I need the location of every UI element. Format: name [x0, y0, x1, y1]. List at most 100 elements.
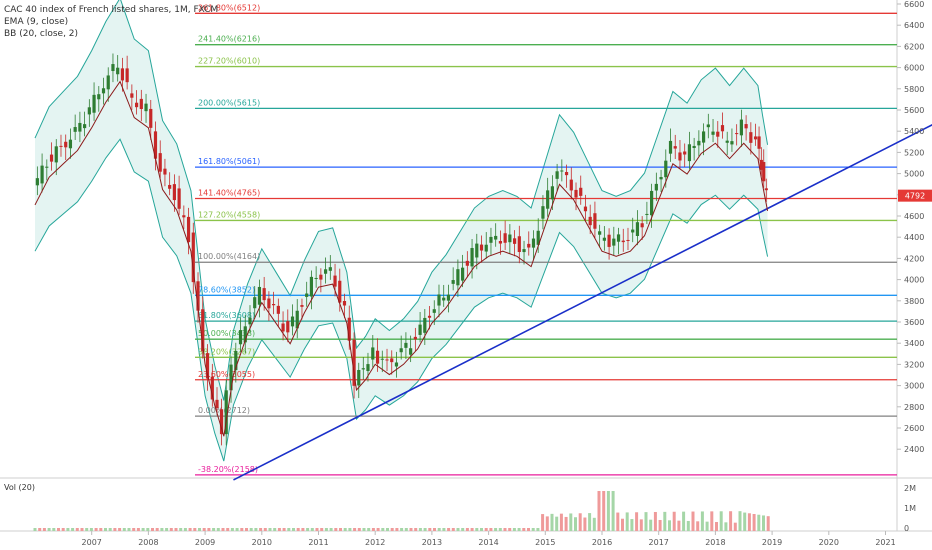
- volume-bar: [677, 520, 681, 531]
- candle-body: [229, 364, 233, 391]
- candle-body: [305, 293, 309, 297]
- volume-bar: [555, 516, 559, 531]
- volume-bar: [221, 528, 225, 531]
- candle-body: [645, 213, 649, 215]
- volume-bar: [743, 512, 747, 531]
- volume-bar: [719, 511, 723, 531]
- volume-tick-label: 0: [904, 524, 909, 533]
- volume-bar: [386, 528, 389, 531]
- volume-bar: [38, 528, 42, 531]
- volume-bar: [663, 511, 667, 531]
- volume-bar: [696, 521, 700, 531]
- candle-body: [432, 309, 436, 313]
- x-tick-label: 2007: [82, 538, 102, 547]
- candle-body: [111, 64, 115, 72]
- volume-bar: [583, 517, 587, 531]
- volume-bar: [306, 528, 310, 531]
- candle-body: [45, 166, 49, 168]
- candle-body: [380, 358, 384, 360]
- candle-body: [210, 376, 214, 400]
- volume-bar: [672, 511, 676, 531]
- y-tick-label: 3600: [904, 318, 924, 327]
- volume-bar: [216, 528, 220, 531]
- volume-bar: [400, 528, 404, 531]
- candle-body: [697, 140, 701, 146]
- volume-bar: [89, 528, 93, 531]
- volume-bar: [141, 528, 145, 531]
- volume-bar: [635, 512, 639, 531]
- candle-body: [361, 368, 365, 370]
- volume-bar: [282, 528, 286, 531]
- volume-bar: [362, 528, 366, 531]
- volume-bar: [447, 528, 451, 531]
- volume-bar: [470, 528, 474, 531]
- candle-body: [764, 188, 768, 191]
- x-tick-label: 2013: [422, 538, 442, 547]
- candle-body: [290, 316, 295, 327]
- candle-body: [238, 330, 243, 345]
- volume-bar: [296, 528, 300, 531]
- last-price-label: 4792: [905, 192, 925, 201]
- volume-bar: [766, 516, 770, 531]
- candle-body: [168, 184, 172, 189]
- x-tick-label: 2008: [138, 538, 158, 547]
- volume-bar: [644, 512, 648, 531]
- candle-body: [546, 190, 550, 209]
- volume-bar: [104, 528, 107, 531]
- candle-body: [427, 315, 432, 318]
- candle-body: [418, 324, 422, 335]
- bollinger-upper: [34, 0, 769, 401]
- volume-label: Vol (20): [4, 483, 35, 492]
- candle-body: [555, 171, 559, 179]
- candle-body: [720, 125, 725, 132]
- candle-body: [484, 244, 488, 252]
- y-tick-label: 2600: [904, 424, 924, 433]
- candle-body: [423, 317, 427, 333]
- volume-bar: [489, 528, 493, 531]
- legend-ema: EMA (9, close): [4, 17, 69, 27]
- y-tick-label: 6200: [904, 42, 924, 51]
- volume-bar: [433, 528, 436, 531]
- volume-bar: [649, 519, 653, 531]
- legend-bb: BB (20, close, 2): [4, 29, 79, 39]
- candle-body: [257, 286, 262, 305]
- candle-body: [588, 216, 592, 226]
- y-tick-label: 6400: [904, 21, 924, 30]
- candle-body: [149, 108, 153, 128]
- volume-bar: [263, 528, 267, 531]
- fib-level-label: -38.20%(2158): [198, 465, 258, 474]
- volume-bar: [47, 528, 51, 531]
- volume-bar: [437, 528, 441, 531]
- volume-bar: [113, 528, 117, 531]
- volume-bar: [456, 528, 460, 531]
- volume-bar: [202, 528, 206, 531]
- candle-body: [531, 238, 536, 248]
- candle-body: [366, 364, 370, 372]
- volume-bar: [268, 528, 272, 531]
- volume-bar: [503, 528, 507, 531]
- volume-bar: [376, 528, 380, 531]
- volume-bar: [99, 528, 103, 531]
- candle-body: [314, 277, 318, 279]
- candle-body: [272, 303, 276, 306]
- volume-bar: [301, 528, 305, 531]
- volume-bar: [686, 520, 690, 531]
- candle-body: [352, 339, 356, 386]
- candle-body: [409, 348, 413, 355]
- volume-bar: [254, 528, 258, 531]
- volume-bar: [75, 528, 79, 531]
- candle-body: [106, 75, 110, 90]
- candle-body: [243, 326, 247, 343]
- volume-bar: [193, 528, 197, 531]
- volume-bar: [428, 528, 432, 531]
- volume-bar: [531, 528, 535, 531]
- volume-bar: [273, 528, 277, 531]
- volume-bar: [559, 513, 563, 531]
- volume-bar: [320, 528, 324, 531]
- x-tick-label: 2014: [478, 538, 498, 547]
- candle-body: [394, 362, 399, 367]
- candle-body: [626, 239, 630, 241]
- x-tick-label: 2012: [365, 538, 385, 547]
- fib-level-label: 141.40%(4765): [198, 189, 260, 198]
- volume-bar: [367, 528, 371, 531]
